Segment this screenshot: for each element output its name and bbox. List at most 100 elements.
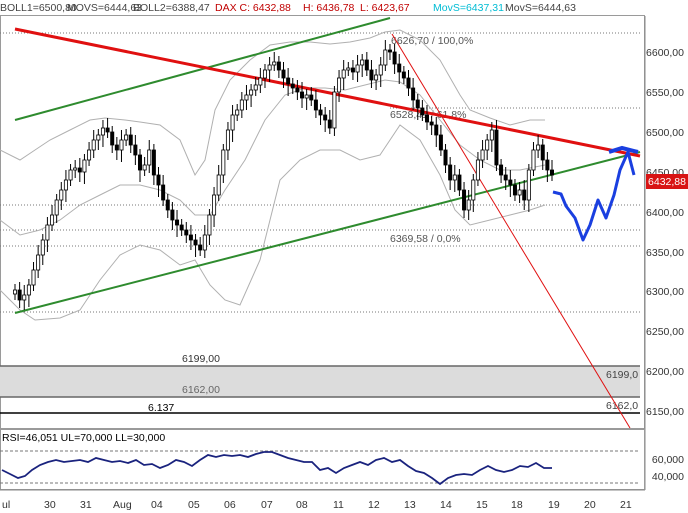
candle-body xyxy=(387,49,392,53)
candle-body xyxy=(175,219,180,226)
candle-body xyxy=(411,87,416,101)
candle-body xyxy=(156,174,161,186)
dax-high-label: H: 6436,78 xyxy=(303,2,355,14)
boll2-label: BOLL2=6388,47 xyxy=(133,2,210,14)
candle-body xyxy=(244,94,249,101)
forecast-arrow-head xyxy=(608,145,639,154)
candle-body xyxy=(216,174,221,196)
candle-body xyxy=(281,69,286,79)
candle-body xyxy=(100,127,105,136)
candle-body xyxy=(550,169,555,176)
candle-body xyxy=(522,189,527,201)
candle-body xyxy=(503,174,508,181)
candle-body xyxy=(63,179,68,191)
gap-right-label-6162: 6162,0 xyxy=(606,400,638,412)
candle-body xyxy=(137,154,142,171)
candle-body xyxy=(462,189,467,211)
y-tick-label: 6550,00 xyxy=(646,87,684,99)
candle-body xyxy=(225,129,230,151)
x-tick-label: 13 xyxy=(404,499,416,511)
candle-body xyxy=(466,199,471,211)
candle-body xyxy=(350,67,355,73)
bollinger-lower xyxy=(0,124,546,321)
x-tick-label: Aug xyxy=(113,499,132,511)
price-tag-value: 6432,88 xyxy=(648,176,686,188)
candle-body xyxy=(378,64,383,76)
y-tick-label: 6500,00 xyxy=(646,127,684,139)
candle-body xyxy=(438,134,443,151)
candle-body xyxy=(142,164,147,171)
candle-body xyxy=(73,167,78,171)
candle-body xyxy=(323,114,328,121)
candle-body xyxy=(276,61,281,71)
candle-body xyxy=(406,77,411,89)
candle-body xyxy=(31,269,36,286)
x-tick-label: 20 xyxy=(584,499,596,511)
candle-body xyxy=(45,224,50,241)
x-tick-label: 15 xyxy=(476,499,488,511)
candle-body xyxy=(443,149,448,166)
candle-body xyxy=(77,167,82,173)
candle-body xyxy=(420,107,425,116)
candle-body xyxy=(230,114,235,131)
candle-body xyxy=(87,149,92,161)
candle-body xyxy=(207,214,212,236)
candle-body xyxy=(91,139,96,151)
candle-body xyxy=(346,67,351,71)
rsi-panel: RSI=46,051 UL=70,000 LL=30,000 60,000 40… xyxy=(0,429,684,490)
candle-body xyxy=(161,184,166,201)
rsi-tick-label: 60,000 xyxy=(652,454,684,466)
dax-close-label: DAX C: 6432,88 xyxy=(215,2,291,14)
candle-body xyxy=(128,134,133,146)
candle-body xyxy=(36,254,41,271)
movs2-label: MovS=6444,63 xyxy=(505,2,576,14)
gap-zones: 6199,00 6162,00 6.137 6199,0 6162,0 xyxy=(0,353,640,414)
candle-body xyxy=(133,144,138,156)
candle-body xyxy=(193,239,198,246)
candle-body xyxy=(434,124,439,136)
candle-body xyxy=(147,149,152,166)
candle-body xyxy=(59,189,64,201)
candle-body xyxy=(295,87,300,93)
candle-body xyxy=(457,174,462,191)
channel-upper-line xyxy=(14,17,391,121)
candle-body xyxy=(401,71,406,79)
candle-body xyxy=(369,69,374,81)
x-tick-label: ul xyxy=(2,499,10,511)
candle-body xyxy=(364,59,369,71)
candle-body xyxy=(341,69,346,79)
current-price-tag: 6432,88 xyxy=(646,174,688,189)
candle-body xyxy=(397,63,402,73)
gap-right-label-6199: 6199,0 xyxy=(606,369,638,381)
gap-zone xyxy=(0,366,640,397)
candle-body xyxy=(267,64,272,71)
candle-body xyxy=(188,234,193,241)
candle-body xyxy=(179,224,184,231)
candle-body xyxy=(526,169,531,201)
candle-body xyxy=(105,127,110,133)
candle-body xyxy=(50,214,55,226)
candle-body xyxy=(198,244,203,251)
candle-body xyxy=(300,91,305,99)
candle-body xyxy=(26,284,31,296)
candle-body xyxy=(499,164,504,176)
candle-body xyxy=(54,199,59,216)
chart-header: BOLL1=6500,80 MOVS=6444,63 BOLL2=6388,47… xyxy=(0,2,576,14)
candle-body xyxy=(258,77,263,86)
candle-body xyxy=(304,94,309,99)
candle-body xyxy=(272,61,277,66)
candle-body xyxy=(415,99,420,109)
candle-body xyxy=(119,139,124,151)
candle-body xyxy=(151,149,156,176)
y-tick-label: 6300,00 xyxy=(646,286,684,298)
candle-body xyxy=(337,77,342,93)
candle-body xyxy=(253,84,258,91)
candle-body xyxy=(540,144,545,161)
candle-body xyxy=(355,64,360,73)
candle-body xyxy=(290,83,295,89)
x-tick-label: 14 xyxy=(440,499,452,511)
fib-level-0: 6369,58 / 0,0% xyxy=(390,233,461,245)
y-tick-label: 6350,00 xyxy=(646,247,684,259)
candle-body xyxy=(22,294,27,301)
